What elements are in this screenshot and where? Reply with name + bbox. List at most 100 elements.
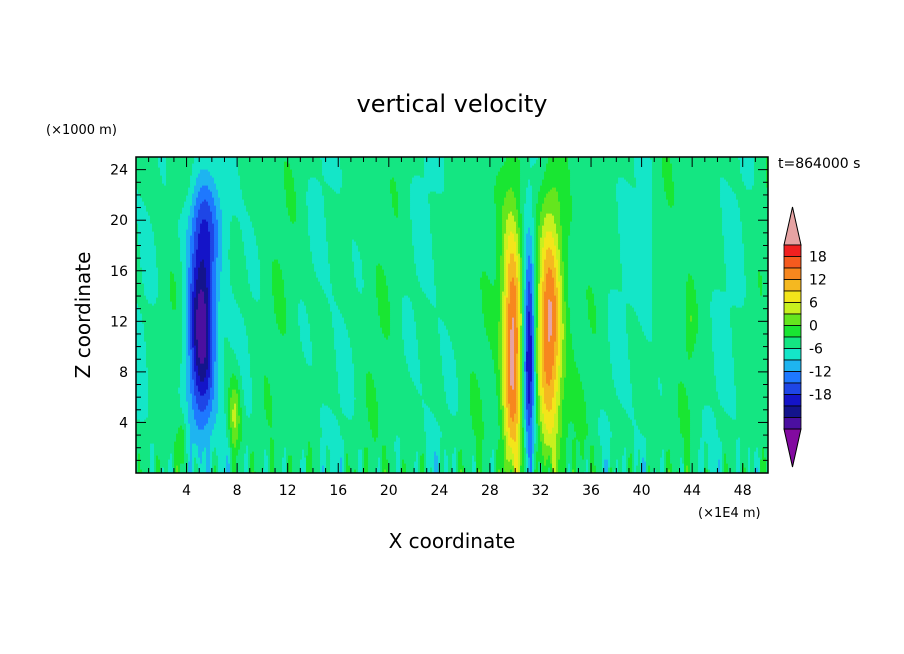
field-cell xyxy=(736,401,768,404)
field-cell xyxy=(508,441,519,444)
field-cell xyxy=(182,359,187,362)
field-cell xyxy=(400,447,427,450)
field-cell xyxy=(372,375,411,378)
field-cell xyxy=(660,389,663,392)
field-cell xyxy=(566,463,569,466)
field-cell xyxy=(532,453,535,456)
field-cell xyxy=(192,469,195,472)
field-cell xyxy=(628,349,687,352)
field-cell xyxy=(552,373,557,376)
field-cell xyxy=(282,461,287,464)
field-cell xyxy=(504,387,507,390)
field-cell xyxy=(264,395,273,398)
field-cell xyxy=(458,393,471,396)
field-cell xyxy=(490,459,495,462)
field-cell xyxy=(538,379,541,382)
field-cell xyxy=(558,463,567,466)
field-cell xyxy=(716,425,768,428)
field-cell xyxy=(242,419,269,422)
field-cell xyxy=(248,463,251,466)
field-cell xyxy=(228,339,249,342)
field-cell xyxy=(632,399,679,402)
field-cell xyxy=(136,415,149,418)
field-cell xyxy=(750,459,755,462)
field-cell xyxy=(300,461,307,464)
field-cell xyxy=(214,471,217,473)
field-cell xyxy=(268,469,271,472)
field-cell xyxy=(558,341,561,344)
field-cell xyxy=(504,413,507,416)
field-cell xyxy=(450,409,459,412)
field-cell xyxy=(508,353,511,356)
field-cell xyxy=(678,415,691,418)
field-cell xyxy=(528,447,533,450)
field-cell xyxy=(208,363,211,366)
field-cell xyxy=(506,419,509,422)
field-cell xyxy=(242,429,323,432)
field-cell xyxy=(218,383,225,386)
field-cell xyxy=(538,377,541,380)
field-cell xyxy=(536,433,539,436)
field-cell xyxy=(504,339,507,342)
field-cell xyxy=(336,359,353,362)
field-cell xyxy=(502,425,505,428)
field-cell xyxy=(568,465,571,468)
field-cell xyxy=(520,441,523,444)
field-cell xyxy=(528,449,533,452)
field-cell xyxy=(520,339,523,342)
field-cell xyxy=(538,411,541,414)
field-cell xyxy=(476,465,483,468)
field-cell xyxy=(628,343,687,346)
field-cell xyxy=(540,407,543,410)
field-cell xyxy=(554,379,559,382)
field-cell xyxy=(442,435,477,438)
field-cell xyxy=(218,393,225,396)
field-cell xyxy=(506,437,509,440)
field-cell xyxy=(708,445,723,448)
field-cell xyxy=(604,463,609,466)
field-cell xyxy=(746,471,749,473)
field-cell xyxy=(366,381,375,384)
field-cell xyxy=(424,419,437,422)
field-cell xyxy=(470,403,483,406)
field-cell xyxy=(528,445,533,448)
field-cell xyxy=(522,451,525,454)
field-cell xyxy=(232,451,239,454)
field-cell xyxy=(538,413,541,416)
field-cell xyxy=(312,449,321,452)
field-cell xyxy=(542,421,545,424)
field-cell xyxy=(722,457,725,460)
field-cell xyxy=(700,437,721,440)
field-cell xyxy=(182,361,187,364)
field-cell xyxy=(234,425,237,428)
field-cell xyxy=(690,437,701,440)
field-cell xyxy=(524,415,527,418)
field-cell xyxy=(530,391,533,394)
field-cell xyxy=(590,447,595,450)
field-cell xyxy=(566,445,573,448)
field-cell xyxy=(608,465,611,468)
field-cell xyxy=(526,375,529,378)
field-cell xyxy=(150,465,155,468)
field-cell xyxy=(436,419,473,422)
field-cell xyxy=(302,457,307,460)
field-cell xyxy=(362,465,365,468)
field-cell xyxy=(532,355,535,358)
field-cell xyxy=(558,405,563,408)
field-cell xyxy=(590,461,595,464)
field-cell xyxy=(526,467,529,470)
field-cell xyxy=(406,465,415,468)
field-cell xyxy=(238,401,241,404)
field-cell xyxy=(394,445,401,448)
field-cell xyxy=(284,447,287,450)
field-cell xyxy=(230,343,249,346)
field-cell xyxy=(600,437,611,440)
field-cell xyxy=(250,371,339,374)
field-cell xyxy=(364,453,369,456)
field-cell xyxy=(518,457,521,460)
field-cell xyxy=(300,459,307,462)
field-cell xyxy=(556,467,559,470)
field-cell xyxy=(534,443,539,446)
field-cell xyxy=(136,435,177,438)
field-cell xyxy=(210,363,213,366)
